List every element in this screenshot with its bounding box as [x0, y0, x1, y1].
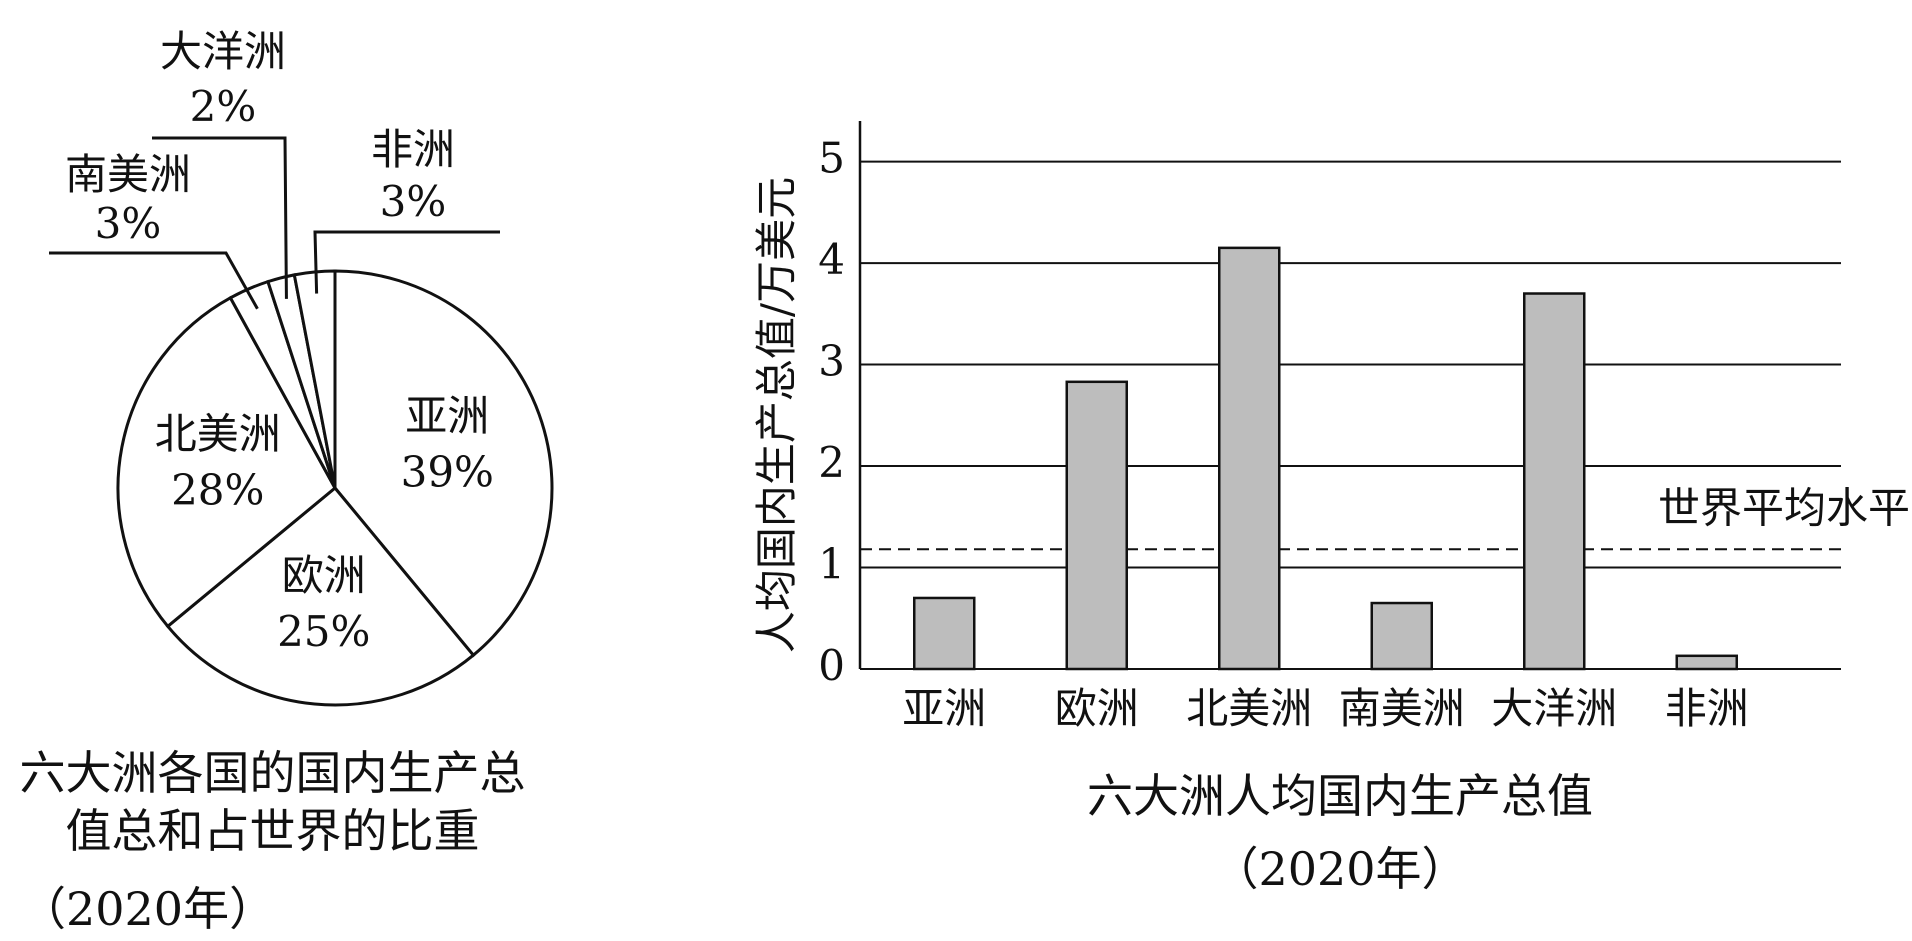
slice-label: 北美洲: [155, 410, 281, 459]
x-tick-label: 北美洲: [1186, 684, 1312, 733]
bar-subtitle: （2020年）: [1212, 842, 1468, 896]
slice-value-label: 2%: [190, 82, 257, 131]
leader-line: [313, 230, 500, 294]
y-tick-label: 2: [818, 438, 845, 487]
y-tick-label: 0: [818, 641, 845, 690]
bar: [913, 596, 976, 671]
leader-line: [152, 136, 288, 299]
x-tick-label: 大洋洲: [1491, 684, 1617, 733]
leader-line: [49, 251, 259, 310]
slice-label: 非洲: [371, 125, 455, 174]
pie-subtitle: （2020年）: [20, 882, 276, 936]
slice-value-label: 3%: [380, 177, 447, 226]
x-tick-label: 非洲: [1665, 684, 1749, 733]
slice-value-label: 3%: [95, 199, 162, 248]
y-tick-label: 3: [818, 337, 845, 386]
bar: [1218, 246, 1281, 671]
reference-label: 世界平均水平: [1658, 483, 1910, 532]
y-tick-label: 4: [818, 235, 845, 284]
bar: [1523, 292, 1586, 671]
y-tick-label: 5: [818, 134, 845, 183]
slice-value-label: 25%: [277, 607, 370, 656]
x-tick-label: 南美洲: [1339, 684, 1465, 733]
slice-value-label: 28%: [171, 466, 264, 515]
y-axis-label: 人均国内生产总值/万美元: [752, 177, 801, 653]
bar: [1065, 380, 1128, 671]
slice-value-label: 39%: [401, 448, 494, 497]
slice-label: 亚洲: [405, 392, 489, 441]
y-tick-label: 1: [818, 540, 845, 589]
slice-label: 大洋洲: [160, 27, 286, 76]
pie-slice: [116, 295, 337, 629]
pie-title: 六大洲各国的国内生产总值总和占世界的比重: [19, 746, 526, 858]
x-tick-label: 欧洲: [1055, 684, 1139, 733]
bar: [1675, 654, 1738, 671]
bar: [1370, 601, 1433, 671]
pie-slice: [165, 485, 476, 707]
pie-slice: [333, 269, 554, 658]
bar-title: 六大洲人均国内生产总值: [1087, 769, 1593, 823]
x-tick-label: 亚洲: [902, 684, 986, 733]
slice-label: 南美洲: [65, 150, 191, 199]
slice-label: 欧洲: [282, 551, 366, 600]
